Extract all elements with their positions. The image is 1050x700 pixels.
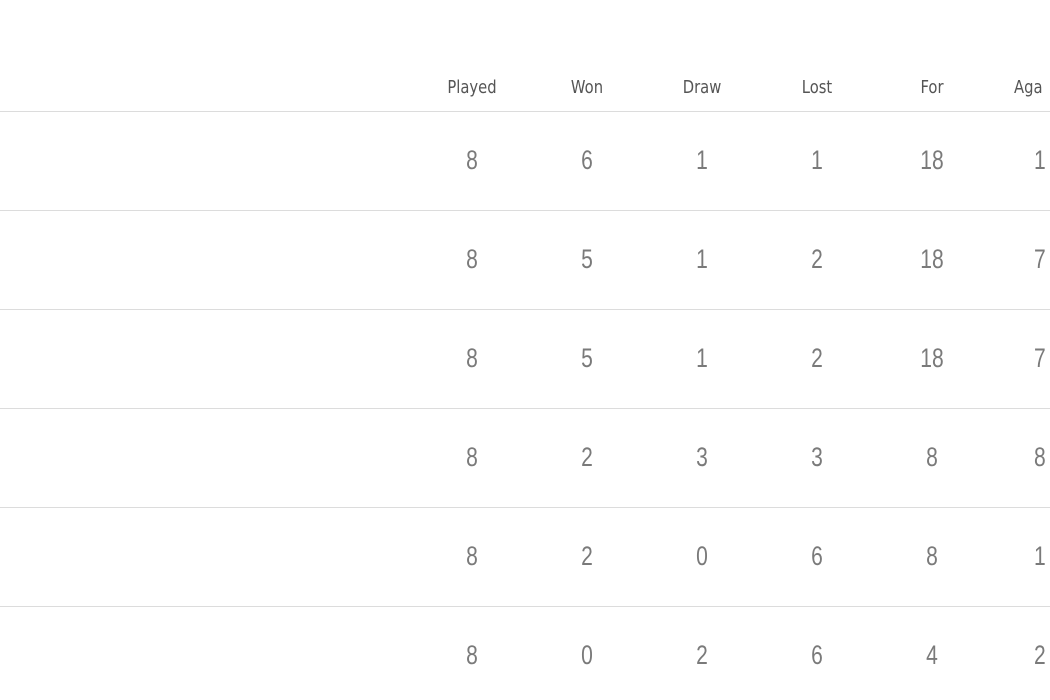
- table-cell: 8: [466, 145, 478, 175]
- row-divider: [0, 210, 1050, 211]
- column-header: Aga: [1014, 77, 1043, 98]
- table-cell: 0: [581, 640, 593, 670]
- table-cell: 2: [581, 541, 593, 571]
- column-header: Lost: [801, 77, 833, 98]
- table-cell: 1: [696, 145, 708, 175]
- column-header: Played: [447, 77, 497, 98]
- table-cell: 8: [466, 343, 478, 373]
- table-cell: 8: [1034, 442, 1046, 472]
- table-cell: 1: [811, 145, 823, 175]
- table-cell: 8: [466, 442, 478, 472]
- table-cell: 18: [920, 145, 944, 175]
- table-cell: 2: [581, 442, 593, 472]
- table-cell: 0: [696, 541, 708, 571]
- table-cell: 6: [581, 145, 593, 175]
- column-header: Draw: [682, 77, 722, 98]
- table-cell: 1: [1034, 145, 1046, 175]
- table-cell: 5: [581, 343, 593, 373]
- table-cell: 2: [696, 640, 708, 670]
- table-cell: 18: [920, 343, 944, 373]
- column-header: Won: [570, 77, 604, 98]
- table-cell: 2: [811, 343, 823, 373]
- table-cell: 1: [1034, 541, 1046, 571]
- table-cell: 2: [811, 244, 823, 274]
- table-cell: 8: [926, 541, 938, 571]
- column-header: For: [920, 77, 944, 98]
- table-cell: 1: [696, 244, 708, 274]
- table-cell: 5: [581, 244, 593, 274]
- table-cell: 8: [466, 244, 478, 274]
- table-cell: 18: [920, 244, 944, 274]
- table-cell: 3: [811, 442, 823, 472]
- table-cell: 8: [466, 640, 478, 670]
- header-divider: [0, 111, 1050, 112]
- table-cell: 3: [696, 442, 708, 472]
- table-cell: 8: [926, 442, 938, 472]
- row-divider: [0, 408, 1050, 409]
- table-cell: 8: [466, 541, 478, 571]
- row-divider: [0, 309, 1050, 310]
- table-cell: 6: [811, 541, 823, 571]
- table-cell: 6: [811, 640, 823, 670]
- table-cell: 7: [1034, 343, 1046, 373]
- row-divider: [0, 606, 1050, 607]
- table-cell: 7: [1034, 244, 1046, 274]
- table-cell: 2: [1034, 640, 1046, 670]
- table-cell: 4: [926, 640, 938, 670]
- row-divider: [0, 507, 1050, 508]
- table-cell: 1: [696, 343, 708, 373]
